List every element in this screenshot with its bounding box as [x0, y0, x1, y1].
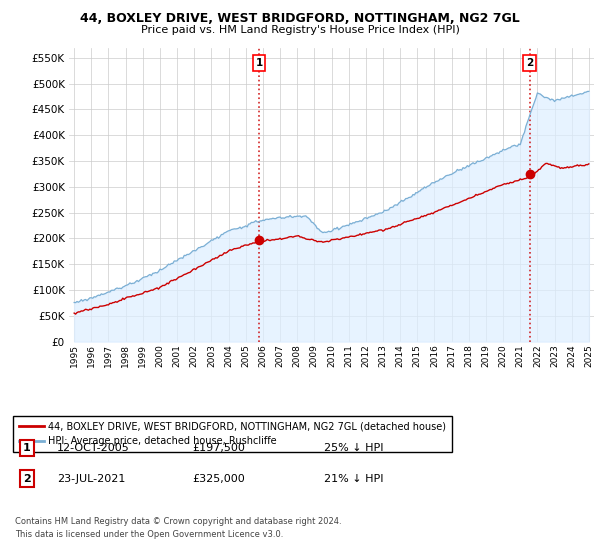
- Text: 1: 1: [23, 443, 31, 453]
- Text: Price paid vs. HM Land Registry's House Price Index (HPI): Price paid vs. HM Land Registry's House …: [140, 25, 460, 35]
- Text: 1: 1: [256, 58, 263, 68]
- Text: 23-JUL-2021: 23-JUL-2021: [57, 474, 125, 484]
- Text: £197,500: £197,500: [192, 443, 245, 453]
- Text: 25% ↓ HPI: 25% ↓ HPI: [324, 443, 383, 453]
- Text: 2: 2: [526, 58, 533, 68]
- Text: Contains HM Land Registry data © Crown copyright and database right 2024.: Contains HM Land Registry data © Crown c…: [15, 517, 341, 526]
- Text: 44, BOXLEY DRIVE, WEST BRIDGFORD, NOTTINGHAM, NG2 7GL: 44, BOXLEY DRIVE, WEST BRIDGFORD, NOTTIN…: [80, 12, 520, 25]
- Text: 21% ↓ HPI: 21% ↓ HPI: [324, 474, 383, 484]
- Text: 2: 2: [23, 474, 31, 484]
- Text: This data is licensed under the Open Government Licence v3.0.: This data is licensed under the Open Gov…: [15, 530, 283, 539]
- Text: 12-OCT-2005: 12-OCT-2005: [57, 443, 130, 453]
- Text: £325,000: £325,000: [192, 474, 245, 484]
- Legend: 44, BOXLEY DRIVE, WEST BRIDGFORD, NOTTINGHAM, NG2 7GL (detached house), HPI: Ave: 44, BOXLEY DRIVE, WEST BRIDGFORD, NOTTIN…: [13, 416, 452, 452]
